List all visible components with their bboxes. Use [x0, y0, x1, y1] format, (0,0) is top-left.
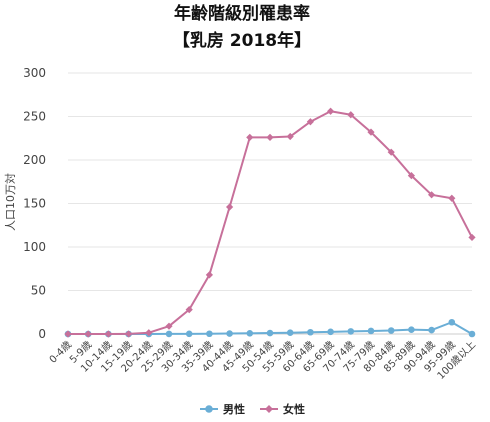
data-point[interactable] — [367, 128, 375, 136]
x-axis: 0-4歳5-9歳10-14歳15-19歳20-24歳25-29歳30-34歳35… — [47, 339, 478, 382]
data-point[interactable] — [286, 329, 294, 336]
data-point[interactable] — [428, 326, 435, 334]
y-tick-label: 0 — [38, 327, 46, 341]
data-point[interactable] — [185, 306, 193, 314]
y-tick-label: 50 — [31, 284, 46, 298]
data-point[interactable] — [104, 330, 112, 338]
data-point[interactable] — [387, 148, 395, 156]
data-point[interactable] — [226, 203, 234, 211]
data-point[interactable] — [246, 330, 254, 337]
chart-subtitle: 【乳房 2018年】 — [173, 30, 311, 51]
legend-marker — [265, 405, 273, 413]
data-point[interactable] — [468, 330, 476, 338]
data-point[interactable] — [125, 330, 133, 338]
data-point[interactable] — [165, 322, 173, 330]
legend[interactable]: 男性 女性 — [200, 402, 305, 416]
data-point[interactable] — [84, 330, 92, 338]
legend-label: 女性 — [283, 402, 305, 416]
data-point[interactable] — [448, 318, 456, 326]
data-point[interactable] — [347, 328, 355, 335]
data-point[interactable] — [246, 133, 254, 141]
data-point[interactable] — [266, 133, 274, 141]
y-tick-label: 300 — [23, 66, 46, 80]
data-point[interactable] — [226, 330, 233, 337]
data-point[interactable] — [206, 330, 213, 338]
y-tick-label: 250 — [23, 110, 46, 124]
y-tick-label: 200 — [23, 153, 46, 167]
legend-item-female[interactable]: 女性 — [260, 402, 305, 416]
y-axis: 0 50 100 150 200 250 300 — [23, 66, 46, 341]
y-tick-label: 100 — [23, 240, 46, 254]
series-female — [64, 107, 476, 338]
data-point[interactable] — [327, 328, 334, 336]
data-point[interactable] — [347, 111, 355, 119]
data-point[interactable] — [205, 271, 213, 279]
legend-label: 男性 — [223, 402, 245, 416]
y-axis-label: 人口10万対 — [3, 173, 17, 231]
data-point[interactable] — [327, 107, 335, 115]
data-point[interactable] — [307, 328, 314, 336]
data-point[interactable] — [387, 327, 395, 334]
legend-marker — [205, 405, 213, 413]
series-layer — [64, 107, 476, 338]
data-point[interactable] — [286, 132, 294, 141]
data-point[interactable] — [306, 118, 314, 126]
data-point[interactable] — [64, 330, 72, 338]
data-point[interactable] — [407, 172, 415, 180]
series-line — [68, 110, 473, 335]
data-point[interactable] — [468, 233, 476, 242]
data-point[interactable] — [266, 329, 274, 337]
data-point[interactable] — [367, 327, 375, 335]
chart-title: 年齢階級別罹患率 — [174, 3, 310, 24]
data-point[interactable] — [185, 330, 193, 338]
data-point[interactable] — [145, 329, 153, 337]
data-point[interactable] — [165, 330, 173, 338]
data-point[interactable] — [408, 326, 415, 333]
grid-lines — [68, 72, 472, 335]
data-point[interactable] — [448, 194, 456, 202]
legend-item-male[interactable]: 男性 — [200, 402, 245, 416]
x-tick-label: 0-4歳 — [47, 339, 74, 366]
y-tick-label: 150 — [23, 197, 46, 211]
data-point[interactable] — [428, 191, 436, 199]
